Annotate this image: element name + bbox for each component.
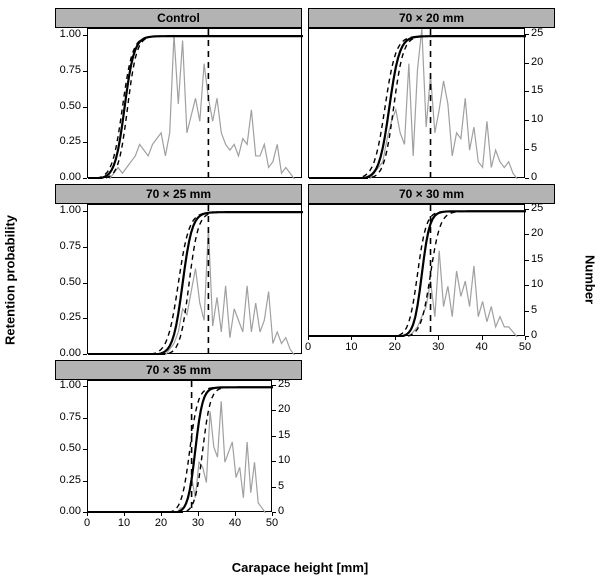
y-left-tick-label: 0.50 — [55, 100, 81, 112]
y-left-tick-label: 0.50 — [55, 442, 81, 454]
panel-title: 70 × 25 mm — [55, 184, 302, 204]
plot-area — [87, 204, 302, 354]
count-series — [370, 29, 518, 179]
y-left-tick-label: 1.00 — [55, 204, 81, 216]
y-right-tick-label: 10 — [531, 113, 543, 125]
retention-ci-lower — [88, 212, 303, 355]
x-tick-label: 10 — [339, 341, 363, 353]
plot-svg — [88, 205, 303, 355]
y-left-tick-label: 0.00 — [55, 347, 81, 359]
x-tick-label: 10 — [112, 517, 136, 529]
plot-area — [308, 204, 525, 336]
x-tick-label: 30 — [426, 341, 450, 353]
panel: 70 × 30 mm051015202501020304050 — [308, 184, 555, 354]
y-right-tick-label: 0 — [531, 329, 537, 341]
retention-ci-upper — [88, 212, 303, 355]
y-right-tick-label: 5 — [531, 304, 537, 316]
y-left-tick-label: 0.50 — [55, 276, 81, 288]
retention-ci-upper — [88, 36, 303, 179]
panel: 70 × 25 mm0.000.250.500.751.00 — [55, 184, 302, 354]
retention-curve — [88, 36, 303, 179]
y-left-tick-label: 0.75 — [55, 240, 81, 252]
figure: Retention probability Number Carapace he… — [0, 0, 600, 580]
y-left-title: Retention probability — [0, 0, 20, 560]
x-tick-label: 0 — [296, 341, 320, 353]
x-tick-label: 50 — [260, 517, 284, 529]
retention-curve — [88, 387, 273, 513]
y-left-tick-label: 1.00 — [55, 28, 81, 40]
x-tick-label: 0 — [75, 517, 99, 529]
panel-title: 70 × 30 mm — [308, 184, 555, 204]
y-right-tick-label: 0 — [531, 171, 537, 183]
plot-svg — [309, 205, 526, 337]
y-left-tick-label: 0.00 — [55, 171, 81, 183]
panel-title: Control — [55, 8, 302, 28]
x-bottom-title: Carapace height [mm] — [0, 560, 600, 578]
retention-curve — [88, 212, 303, 355]
y-right-tick-label: 10 — [531, 278, 543, 290]
y-right-tick-label: 10 — [278, 454, 290, 466]
y-right-tick-label: 0 — [278, 505, 284, 517]
plot-area — [87, 380, 272, 512]
y-left-tick-label: 0.25 — [55, 311, 81, 323]
count-series — [177, 401, 266, 513]
retention-ci-lower — [88, 387, 273, 513]
count-series — [110, 35, 295, 179]
panel-title: 70 × 20 mm — [308, 8, 555, 28]
x-tick-label: 50 — [513, 341, 537, 353]
y-right-tick-label: 20 — [531, 227, 543, 239]
y-right-tick-label: 5 — [278, 480, 284, 492]
y-right-tick-label: 20 — [278, 403, 290, 415]
y-left-tick-label: 0.75 — [55, 64, 81, 76]
y-left-tick-label: 1.00 — [55, 379, 81, 391]
retention-ci-upper — [88, 387, 273, 513]
y-left-tick-label: 0.25 — [55, 474, 81, 486]
plot-area — [87, 28, 302, 178]
y-right-tick-label: 25 — [531, 202, 543, 214]
x-tick-label: 20 — [149, 517, 173, 529]
y-left-tick-label: 0.75 — [55, 411, 81, 423]
plot-area — [308, 28, 525, 178]
y-right-tick-label: 25 — [531, 27, 543, 39]
panel: Control0.000.250.500.751.00 — [55, 8, 302, 178]
retention-ci-lower — [88, 36, 303, 179]
plot-svg — [88, 29, 303, 179]
plot-svg — [309, 29, 526, 179]
plot-svg — [88, 381, 273, 513]
y-right-title: Number — [580, 0, 600, 560]
x-tick-label: 30 — [186, 517, 210, 529]
x-tick-label: 40 — [223, 517, 247, 529]
x-tick-label: 40 — [470, 341, 494, 353]
x-tick-label: 20 — [383, 341, 407, 353]
y-right-tick-label: 5 — [531, 142, 537, 154]
y-right-tick-label: 15 — [531, 84, 543, 96]
y-right-tick-label: 20 — [531, 56, 543, 68]
panel: 70 × 35 mm 0.00 0.25 0.50 0.75 1.00 0 5 10 15 20 25… — [55, 360, 302, 530]
y-left-tick-label: 0.25 — [55, 135, 81, 147]
panel-title: 70 × 35 mm — [55, 360, 302, 380]
count-series — [409, 251, 518, 337]
y-right-tick-label: 25 — [278, 378, 290, 390]
y-right-tick-label: 15 — [531, 253, 543, 265]
panel: 70 × 20 mm0510152025 — [308, 8, 555, 178]
y-left-tick-label: 0.00 — [55, 505, 81, 517]
y-right-tick-label: 15 — [278, 429, 290, 441]
